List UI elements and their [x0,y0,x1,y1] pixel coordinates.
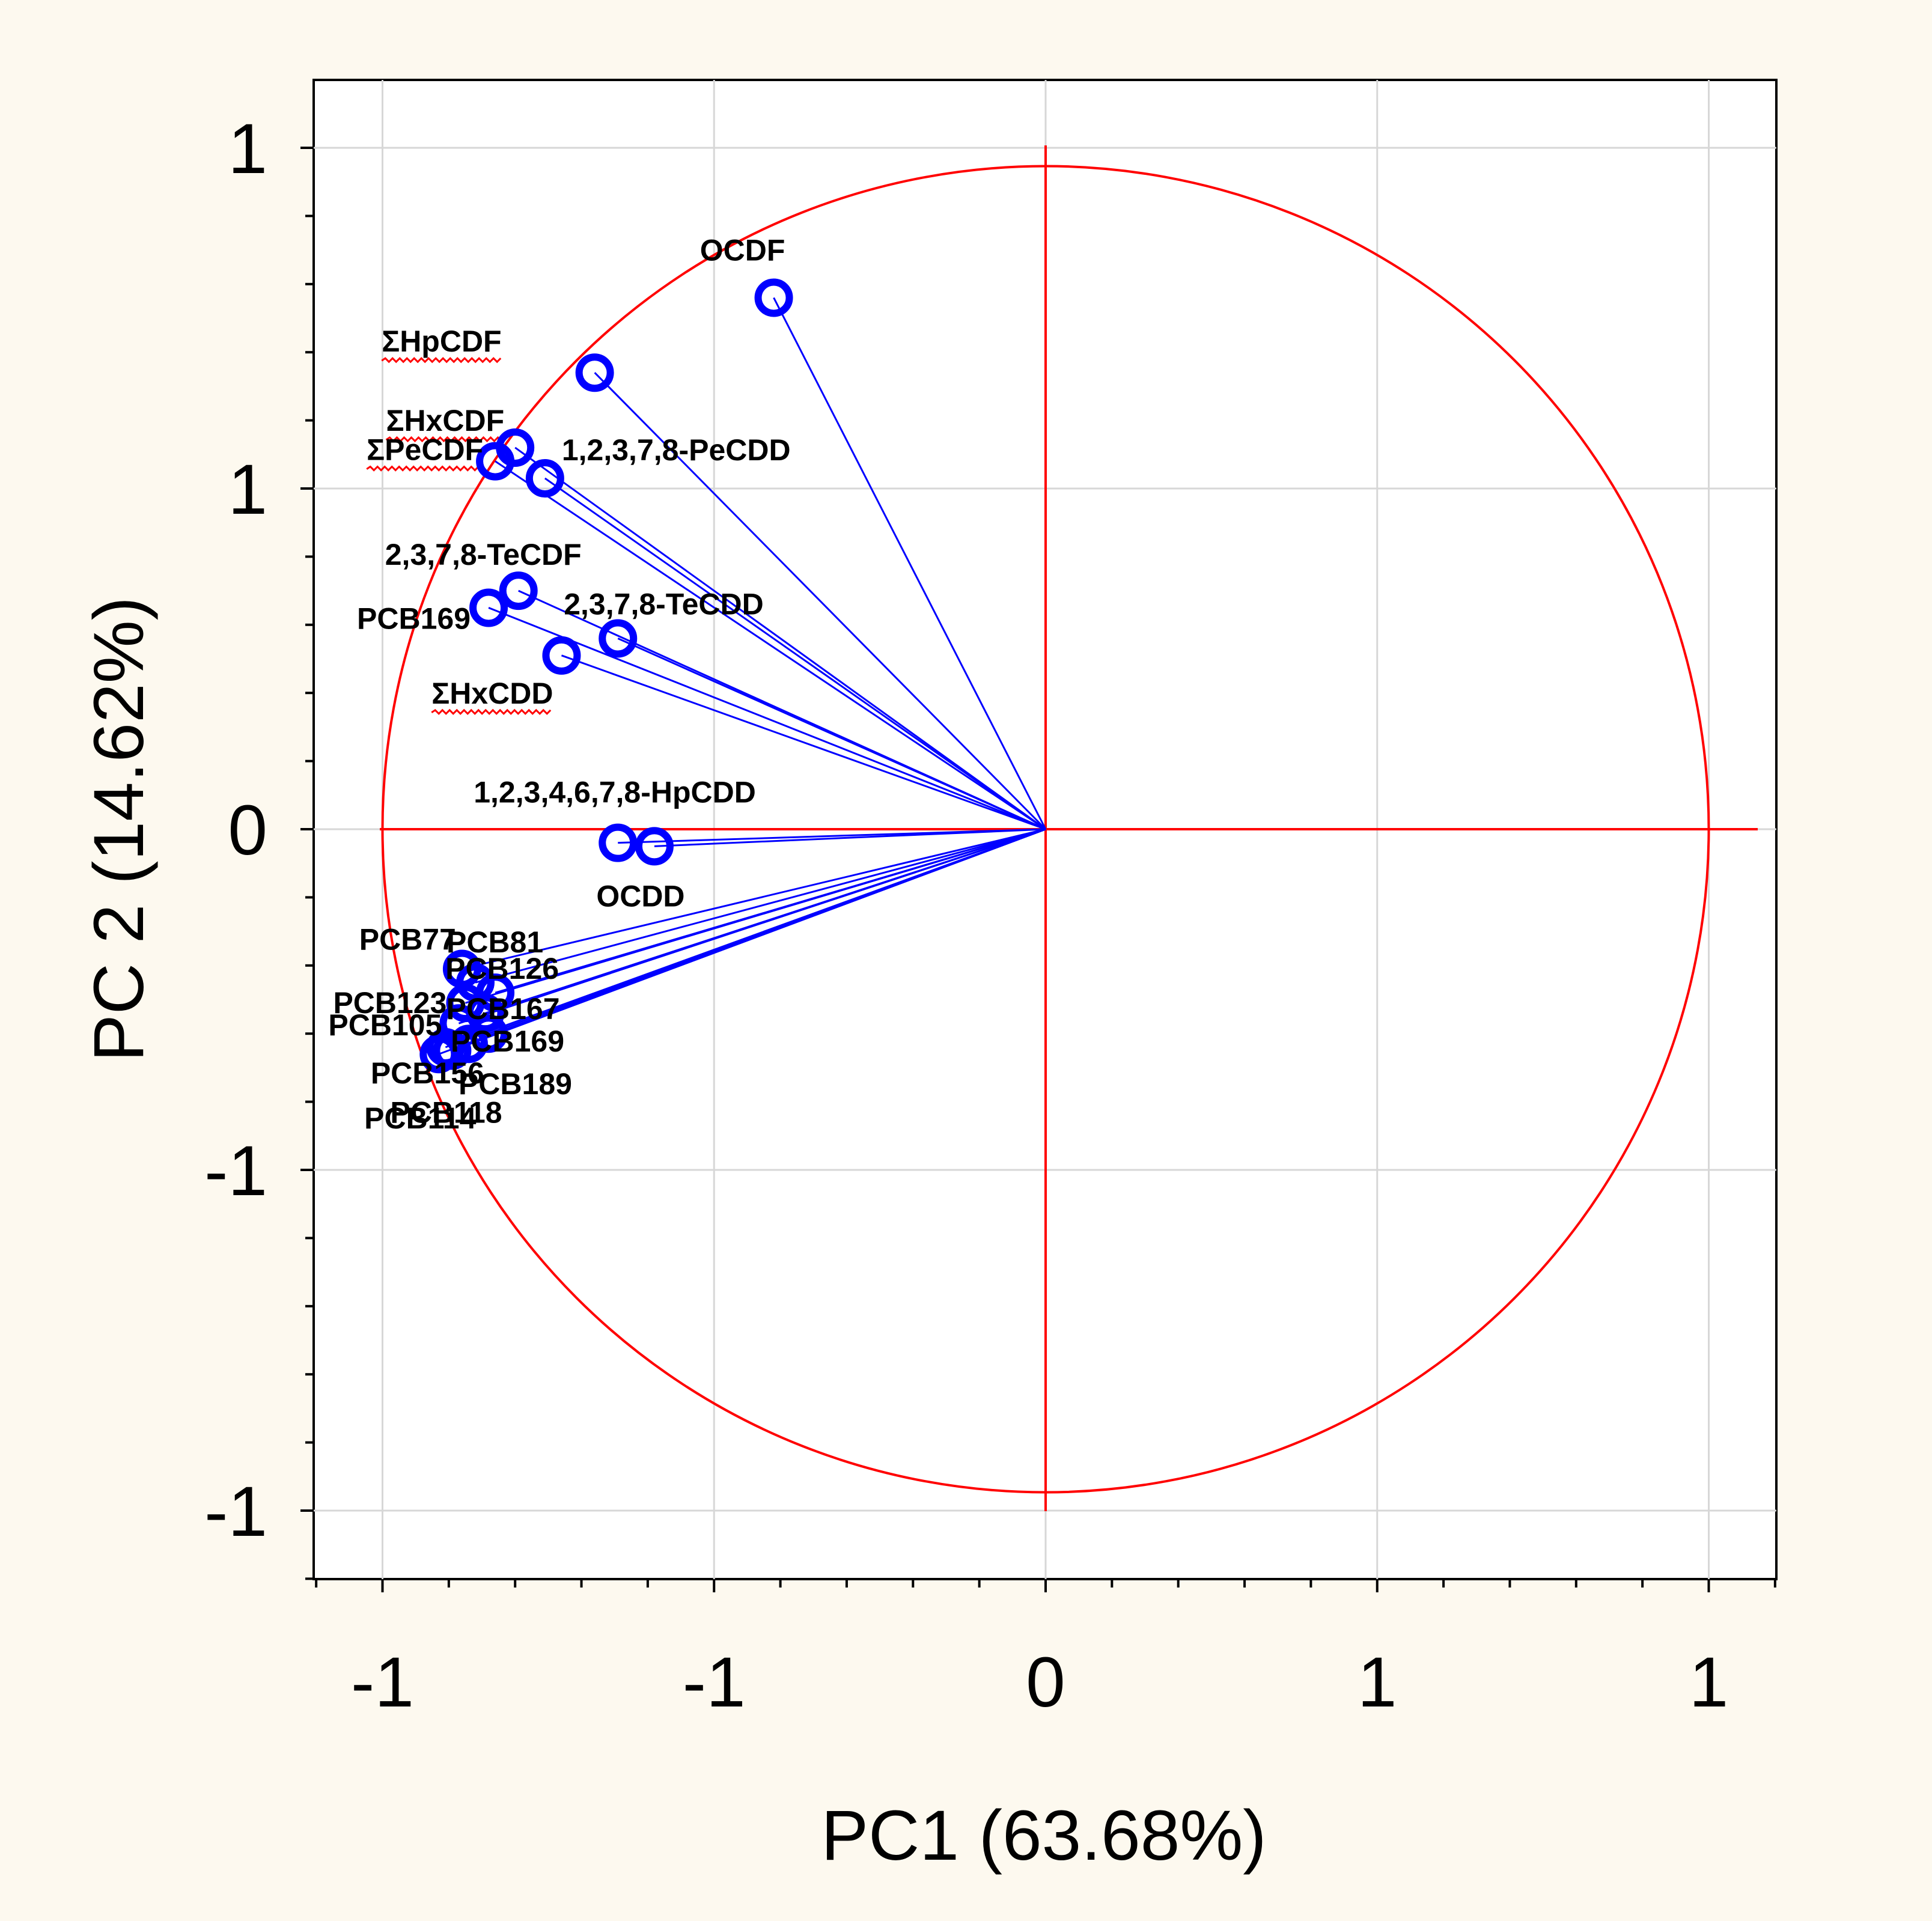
loading-marker-3 [476,442,515,481]
loading-vector-10 [654,828,1046,847]
y-tick-label-4: -1 [204,1472,267,1551]
loading-vector-16 [458,828,1046,1024]
spellcheck-underline-8 [431,708,552,715]
loading-label-4: 1,2,3,7,8-PeCDD [562,433,791,467]
loading-label-5: 2,3,7,8-TeCDF [385,538,582,571]
loading-label-0: OCDF [700,233,785,267]
x-axis-label: PC1 (63.68%) [821,1796,1266,1875]
loading-label-17: PCB169 [451,1024,564,1058]
loading-label-13: PCB126 [445,952,559,985]
loading-label-15: PCB167 [446,992,560,1026]
loading-label-8: ΣHxCDD [431,677,553,710]
loading-vector-8 [561,654,1046,830]
spellcheck-underline-1 [381,357,502,364]
y-tick-label-0: 1 [228,109,267,189]
loading-label-16: PCB105 [328,1008,442,1042]
loading-vector-3 [495,460,1046,830]
loading-label-19: PCB189 [459,1067,572,1101]
loading-vector-12 [475,828,1046,984]
x-tick-label-0: -1 [351,1643,414,1722]
x-tick-label-1: -1 [683,1643,746,1722]
loading-label-2: ΣHxCDF [386,404,505,437]
loading-label-3: ΣPeCDF [367,433,483,467]
y-tick-labels: 1 1 0 -1 -1 [204,109,267,1551]
loading-marker-8 [542,636,581,675]
loading-label-1: ΣHpCDF [382,324,501,358]
loading-label-21: PCB118 [390,1096,502,1130]
loading-label-18: PCB156 [371,1056,484,1090]
loading-label-14: PCB123 [333,986,446,1020]
loading-markers [419,278,793,1074]
x-tick-label-3: 1 [1358,1643,1397,1722]
loading-vector-11 [462,828,1046,970]
y-axis-label: PC 2 (14.62%) [79,597,159,1062]
loading-vector-4 [544,477,1046,830]
y-tick-label-2: 0 [228,791,267,870]
loading-marker-4 [525,458,564,498]
loading-label-20: PCB114 [364,1101,476,1135]
loading-marker-21 [433,1031,472,1070]
spellcheck-underline-2 [385,436,502,443]
loading-vector-0 [773,297,1047,830]
y-tick-label-3: -1 [204,1131,267,1211]
loading-label-12: PCB81 [446,925,543,959]
loading-vector-6 [488,607,1046,830]
loading-vector-7 [617,638,1046,830]
loading-label-7: 2,3,7,8-TeCDD [564,587,764,621]
loading-label-10: OCDD [596,879,684,913]
loading-marker-7 [599,619,638,658]
loading-marker-14 [446,984,485,1023]
y-tick-label-1: 1 [228,450,267,529]
spellcheck-underline-3 [366,465,483,472]
loading-vector-14 [465,828,1046,1004]
loading-vector-21 [451,828,1046,1052]
minor-ticks [300,147,1776,1592]
loading-label-9: 1,2,3,4,6,7,8-HpCDD [474,776,756,809]
loading-marker-6 [469,588,508,627]
x-tick-label-4: 1 [1689,1643,1729,1722]
loading-marker-17 [469,1014,508,1053]
loading-vector-2 [514,446,1046,830]
loading-label-6: PCB169 [357,601,471,635]
loading-marker-1 [575,353,614,392]
loading-marker-5 [499,571,538,610]
x-tick-labels: -1 -1 0 1 1 [351,1643,1728,1722]
loading-marker-0 [754,278,793,317]
loading-marker-10 [635,827,674,866]
spellcheck-underlines [366,357,552,715]
loading-marker-9 [599,823,638,862]
loading-vector-1 [594,372,1047,830]
x-tick-label-2: 0 [1026,1643,1065,1722]
loading-label-11: PCB77 [359,922,456,956]
